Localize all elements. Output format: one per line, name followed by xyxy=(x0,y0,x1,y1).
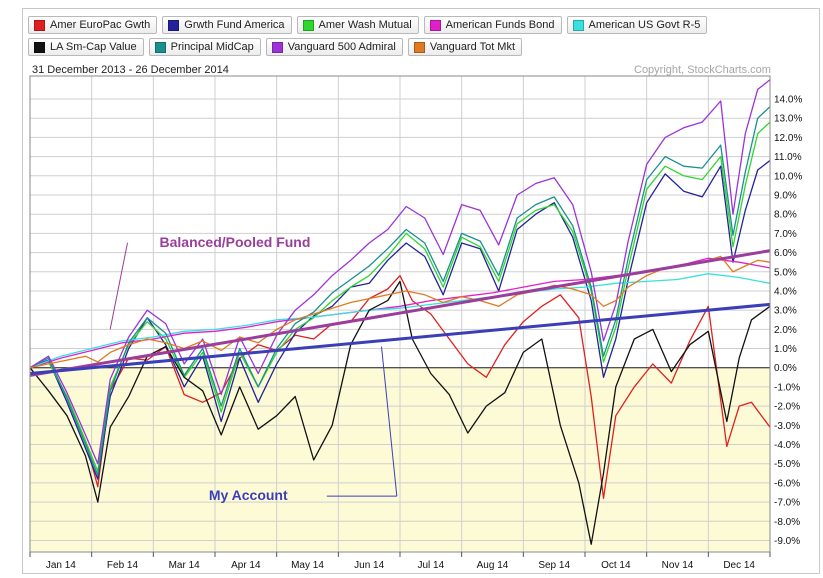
annotation-label: Balanced/Pooled Fund xyxy=(160,234,311,250)
y-tick-label: 3.0% xyxy=(774,306,797,317)
y-tick-label: 14.0% xyxy=(774,95,802,106)
x-tick-label: Feb 14 xyxy=(107,560,139,571)
legend-label: Vanguard 500 Admiral xyxy=(287,41,396,53)
x-tick-label: May 14 xyxy=(291,560,324,571)
y-tick-label: 9.0% xyxy=(774,191,797,202)
gridlines xyxy=(30,76,770,552)
x-tick-label: Oct 14 xyxy=(601,560,631,571)
legend-item[interactable]: Principal MidCap xyxy=(148,38,261,56)
legend-label: American Funds Bond xyxy=(445,19,555,31)
x-tick-label: Apr 14 xyxy=(231,560,261,571)
y-tick-label: 5.0% xyxy=(774,267,797,278)
trendline-balanced-pooled-fund xyxy=(29,249,771,377)
y-tick-label: -3.0% xyxy=(774,421,800,432)
series-line-amer-europac-gwth xyxy=(29,274,771,499)
x-tick-label: Nov 14 xyxy=(662,560,694,571)
x-tick-label: Sep 14 xyxy=(538,560,570,571)
y-tick-label: -6.0% xyxy=(774,478,800,489)
y-tick-label: -5.0% xyxy=(774,459,800,470)
legend-item[interactable]: Grwth Fund America xyxy=(162,16,292,34)
x-tick-label: Mar 14 xyxy=(169,560,201,571)
legend-label: Vanguard Tot Mkt xyxy=(429,41,516,53)
series-line-american-us-govt-r-5 xyxy=(29,273,771,369)
series-line-grwth-fund-america xyxy=(29,159,771,480)
y-tick-label: -2.0% xyxy=(774,402,800,413)
legend-swatch xyxy=(413,41,425,53)
legend-label: Amer Wash Mutual xyxy=(318,19,412,31)
legend-swatch xyxy=(302,19,314,31)
legend-item[interactable]: American US Govt R-5 xyxy=(566,16,708,34)
legend-label: Principal MidCap xyxy=(170,41,254,53)
y-tick-label: -4.0% xyxy=(774,440,800,451)
series-line-vanguard-500-admiral xyxy=(29,79,771,465)
y-tick-label: 0.0% xyxy=(774,363,797,374)
legend-swatch xyxy=(168,19,180,31)
legend-label: American US Govt R-5 xyxy=(588,19,701,31)
y-tick-label: -1.0% xyxy=(774,382,800,393)
legend-label: LA Sm-Cap Value xyxy=(50,41,137,53)
series-line-amer-wash-mutual xyxy=(29,121,771,473)
y-tick-label: 2.0% xyxy=(774,325,797,336)
legend-swatch xyxy=(429,19,441,31)
legend-item[interactable]: LA Sm-Cap Value xyxy=(28,38,144,56)
trendlines xyxy=(29,249,771,377)
legend-item[interactable]: American Funds Bond xyxy=(423,16,562,34)
annotation-pointer xyxy=(381,346,398,497)
legend-swatch xyxy=(154,41,166,53)
legend-label: Grwth Fund America xyxy=(184,19,285,31)
y-tick-label: 11.0% xyxy=(774,152,802,163)
y-tick-label: 7.0% xyxy=(774,229,797,240)
annotations: Balanced/Pooled Fund My Account xyxy=(109,234,398,503)
legend-item[interactable]: Vanguard 500 Admiral xyxy=(265,38,403,56)
x-tick-label: Dec 14 xyxy=(723,560,755,571)
annotation-pointer xyxy=(109,242,128,330)
y-tick-label: 13.0% xyxy=(774,114,802,125)
x-tick-label: Aug 14 xyxy=(477,560,509,571)
legend-label: Amer EuroPac Gwth xyxy=(50,19,151,31)
y-tick-label: 1.0% xyxy=(774,344,797,355)
y-tick-label: 10.0% xyxy=(774,171,802,182)
y-tick-label: -7.0% xyxy=(774,498,800,509)
y-tick-label: -8.0% xyxy=(774,517,800,528)
y-tick-label: -9.0% xyxy=(774,536,800,547)
series-line-principal-midcap xyxy=(29,106,771,476)
trendline-my-account xyxy=(29,302,771,375)
axes: -9.0% -8.0% -7.0% -6.0% -5.0% -4.0% -3.0% -2.0%… xyxy=(29,75,802,571)
legend-swatch xyxy=(34,19,45,31)
y-tick-label: 12.0% xyxy=(774,133,802,144)
y-tick-label: 6.0% xyxy=(774,248,797,259)
y-tick-label: 4.0% xyxy=(774,286,797,297)
legend-swatch xyxy=(271,41,283,53)
x-tick-label: Jul 14 xyxy=(417,560,444,571)
legend-swatch xyxy=(34,41,45,53)
x-tick-label: Jan 14 xyxy=(46,560,76,571)
x-tick-label: Jun 14 xyxy=(354,560,384,571)
legend-swatch xyxy=(572,19,584,31)
legend-item[interactable]: Amer Wash Mutual xyxy=(296,16,419,34)
legend-item[interactable]: Amer EuroPac Gwth xyxy=(28,16,158,34)
annotation-label: My Account xyxy=(209,487,288,503)
copyright-notice: Copyright, StockCharts.com xyxy=(634,64,771,76)
chart-legend: Amer EuroPac Gwth Grwth Fund America Amer … xyxy=(28,16,798,56)
legend-item[interactable]: Vanguard Tot Mkt xyxy=(407,38,523,56)
y-tick-label: 8.0% xyxy=(774,210,797,221)
date-range: 31 December 2013 - 26 December 2014 xyxy=(32,64,229,76)
